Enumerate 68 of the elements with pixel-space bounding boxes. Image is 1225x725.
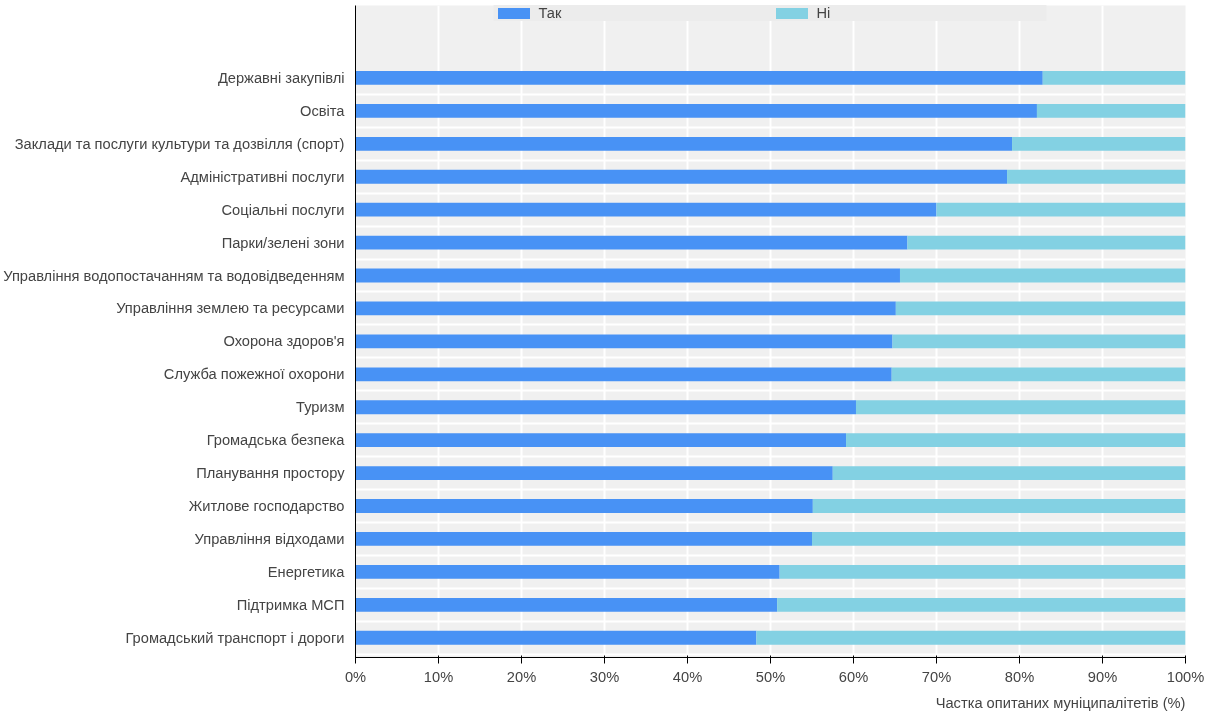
y-tick-label: Житлове господарство bbox=[188, 498, 345, 515]
bar bbox=[355, 268, 900, 283]
bar bbox=[355, 400, 856, 415]
bar bbox=[355, 169, 1008, 184]
y-tick-label: Енергетика bbox=[267, 563, 346, 580]
x-tick-label: 100% bbox=[1166, 668, 1205, 685]
y-tick-label: Управління водопостачанням та водовідведенням bbox=[3, 267, 345, 284]
bar bbox=[895, 301, 1186, 316]
x-tick-label: 80% bbox=[1004, 668, 1035, 685]
y-tick-label: Соціальні послуги bbox=[221, 201, 345, 218]
bar bbox=[355, 532, 812, 546]
bar bbox=[355, 466, 833, 481]
x-tick-label: 40% bbox=[672, 668, 703, 685]
bar bbox=[891, 367, 1186, 382]
bar bbox=[899, 268, 1186, 283]
bar bbox=[907, 235, 1186, 250]
bar bbox=[756, 630, 1186, 645]
y-tick-label: Туризм bbox=[296, 399, 345, 416]
x-tick-label: 60% bbox=[838, 668, 869, 685]
bar bbox=[355, 301, 896, 316]
x-axis-title: Частка опитаних муніципалітетів (%) bbox=[935, 694, 1186, 711]
y-tick-label: Державні закупівлі bbox=[217, 69, 345, 86]
x-tick-label: 30% bbox=[589, 668, 620, 685]
bar bbox=[355, 103, 1037, 118]
x-tick-label: 10% bbox=[423, 668, 454, 685]
bar bbox=[355, 334, 893, 349]
y-tick-label: Управління відходами bbox=[194, 530, 345, 547]
y-tick-label: Служба пожежної охорони bbox=[163, 366, 345, 383]
bar bbox=[936, 202, 1186, 217]
bar bbox=[355, 71, 1043, 85]
legend-label: Ні bbox=[816, 5, 832, 21]
bar bbox=[779, 564, 1186, 579]
bar bbox=[355, 367, 892, 382]
bar bbox=[846, 433, 1186, 448]
y-tick-label: Освіта bbox=[300, 102, 346, 119]
y-tick-label: Адміністративні послуги bbox=[180, 168, 345, 185]
bar bbox=[355, 202, 937, 217]
bar bbox=[812, 532, 1186, 546]
y-tick-label: Підтримка МСП bbox=[236, 596, 345, 613]
bar bbox=[1007, 169, 1186, 184]
x-tick-label: 50% bbox=[755, 668, 786, 685]
bar bbox=[1042, 71, 1186, 85]
bar bbox=[355, 136, 1013, 151]
y-tick-label: Громадський транспорт і дороги bbox=[125, 629, 345, 646]
bar bbox=[1012, 136, 1186, 151]
y-tick-label: Парки/зелені зони bbox=[221, 234, 345, 251]
bar bbox=[777, 597, 1186, 612]
bar bbox=[812, 499, 1186, 513]
bar bbox=[892, 334, 1186, 349]
bar bbox=[355, 235, 908, 250]
bar bbox=[832, 466, 1186, 481]
x-tick-label: 0% bbox=[344, 668, 367, 685]
legend-label: Так bbox=[538, 5, 563, 21]
y-tick-label: Громадська безпека bbox=[206, 432, 346, 449]
y-tick-label: Заклади та послуги культури та дозвілля (спорт) bbox=[14, 135, 345, 152]
bar bbox=[355, 564, 780, 579]
y-tick-label: Управління землею та ресурсами bbox=[116, 300, 345, 317]
y-tick-label: Охорона здоров'я bbox=[223, 333, 345, 350]
bar bbox=[355, 433, 847, 448]
bar bbox=[1036, 103, 1186, 118]
x-tick-label: 20% bbox=[506, 668, 537, 685]
x-tick-label: 70% bbox=[921, 668, 952, 685]
bar bbox=[355, 597, 778, 612]
bar bbox=[355, 630, 757, 645]
bar bbox=[855, 400, 1186, 415]
y-tick-label: Планування простору bbox=[196, 465, 346, 482]
bar bbox=[355, 499, 813, 513]
x-tick-label: 90% bbox=[1087, 668, 1118, 685]
